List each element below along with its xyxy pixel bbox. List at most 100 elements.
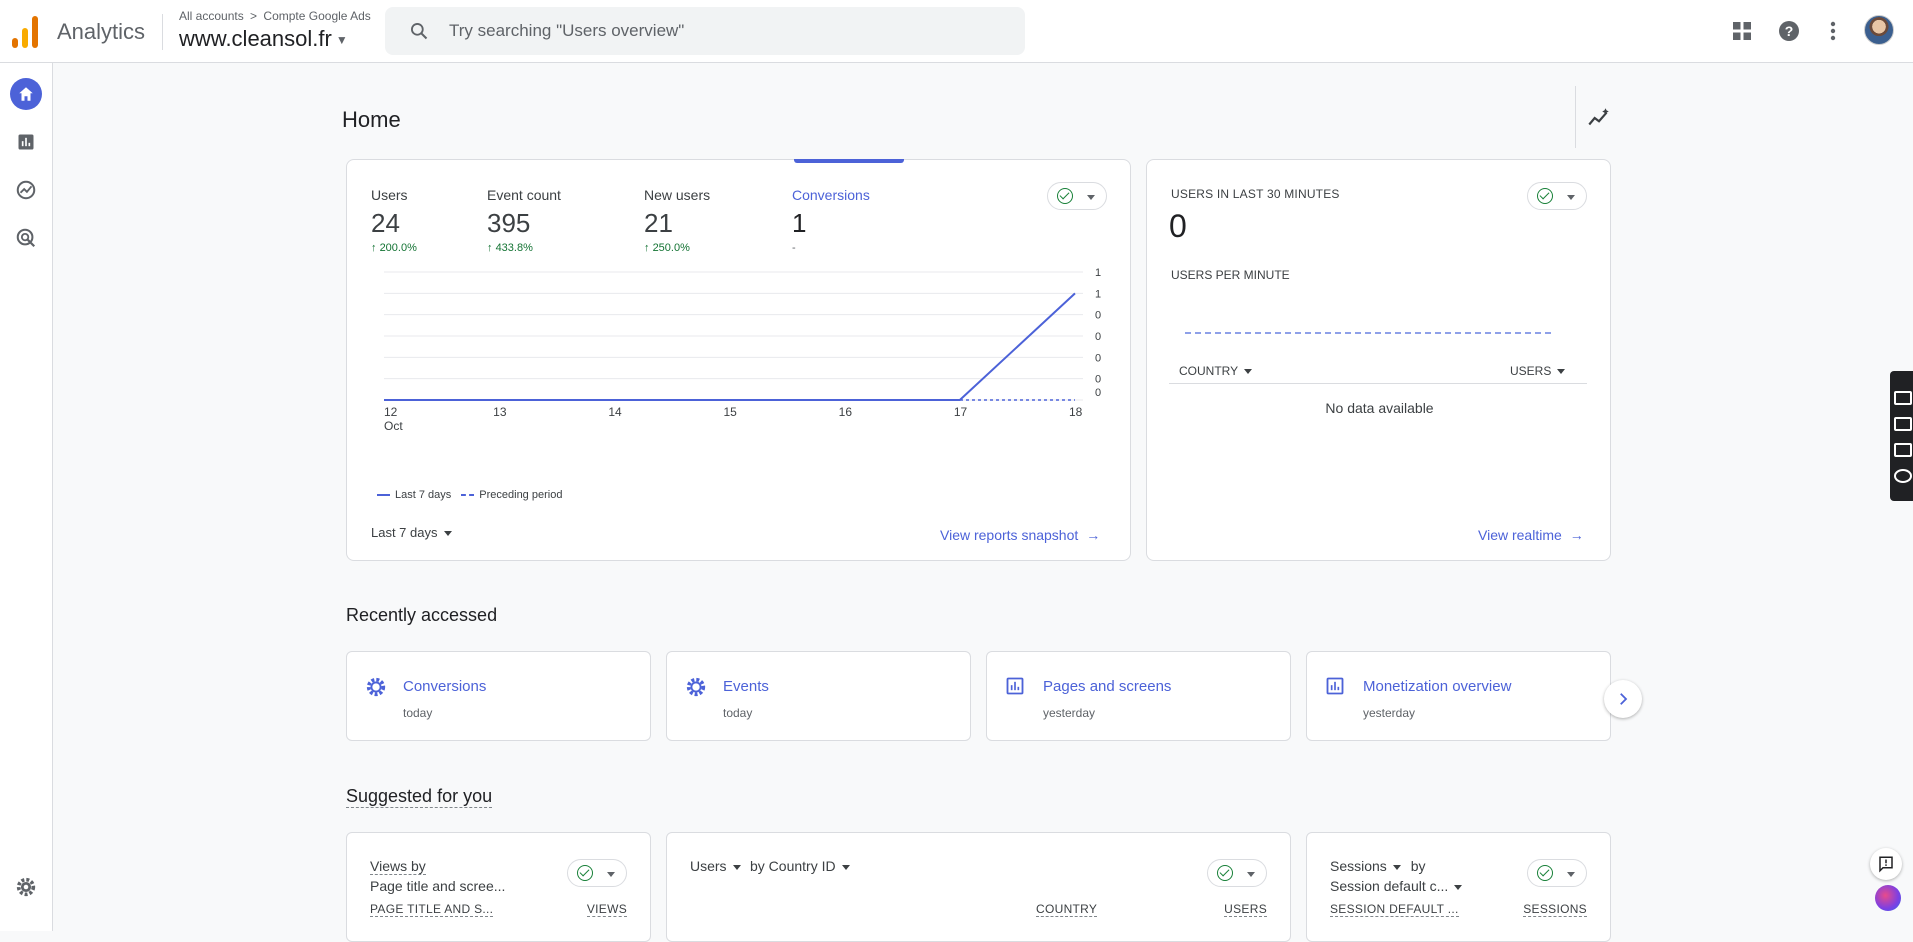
recent-item-events[interactable]: Events today bbox=[666, 651, 971, 741]
nav-reports[interactable] bbox=[10, 126, 42, 158]
metric-label: New users bbox=[644, 187, 711, 203]
recent-item-monetization-overview[interactable]: Monetization overview yesterday bbox=[1306, 651, 1611, 741]
search-input[interactable] bbox=[449, 19, 989, 43]
metric-tab-users[interactable]: Users 24 ↑ 200.0% bbox=[371, 187, 417, 254]
x-tick-label: 12 bbox=[384, 405, 398, 419]
legend-swatch-dashed bbox=[461, 494, 475, 496]
settings-icon[interactable] bbox=[1894, 469, 1912, 483]
search-bar[interactable] bbox=[385, 7, 1025, 55]
y-tick-label: 0 bbox=[1095, 387, 1101, 399]
camera-icon[interactable] bbox=[1894, 391, 1912, 405]
feedback-button[interactable] bbox=[1870, 848, 1902, 880]
view-reports-snapshot-link[interactable]: View reports snapshot → bbox=[940, 527, 1100, 543]
chevron-down-icon bbox=[1567, 195, 1575, 200]
col-header[interactable]: USERS bbox=[1224, 902, 1267, 917]
bar-chart-icon bbox=[1326, 677, 1344, 695]
col-header[interactable]: PAGE TITLE AND S... bbox=[370, 902, 494, 917]
chart-grid bbox=[384, 271, 1083, 401]
suggested-card-sessions: Sessions by Session default c... SESSION… bbox=[1306, 832, 1611, 942]
col-header[interactable]: SESSIONS bbox=[1523, 902, 1587, 917]
nav-advertising[interactable] bbox=[10, 222, 42, 254]
col-header[interactable]: COUNTRY bbox=[1036, 902, 1098, 917]
check-circle-icon bbox=[1057, 188, 1073, 204]
explore-icon bbox=[16, 180, 36, 200]
reports-icon bbox=[18, 134, 34, 150]
video-icon[interactable] bbox=[1894, 417, 1912, 431]
nav-home[interactable] bbox=[10, 78, 42, 110]
no-data-message: No data available bbox=[1325, 400, 1434, 416]
window-icon[interactable] bbox=[1894, 443, 1912, 457]
col-country-header[interactable]: COUNTRY bbox=[1179, 364, 1253, 378]
x-tick-label: 14 bbox=[608, 405, 622, 419]
property-selector[interactable]: www.cleansol.fr ▼ bbox=[179, 26, 348, 52]
left-navigation bbox=[0, 63, 53, 931]
page-title: Home bbox=[342, 107, 401, 132]
app-name: Analytics bbox=[57, 19, 146, 44]
nav-explore[interactable] bbox=[10, 174, 42, 206]
chart-legend: Last 7 days Preceding period bbox=[377, 489, 562, 501]
recent-item-time: yesterday bbox=[1043, 706, 1096, 720]
metric-tab-new-users[interactable]: New users 21 ↑ 250.0% bbox=[644, 187, 710, 254]
assistant-brain-icon[interactable] bbox=[1875, 885, 1901, 911]
card-options-button[interactable] bbox=[1047, 182, 1107, 210]
x-tick-label: 13 bbox=[493, 405, 507, 419]
card-options-button[interactable] bbox=[567, 859, 627, 887]
recent-next-button[interactable] bbox=[1604, 680, 1642, 718]
more-vert-icon[interactable] bbox=[1821, 19, 1845, 43]
suggested-metric-selector[interactable]: Sessions by bbox=[1330, 858, 1426, 874]
header-divider bbox=[162, 14, 163, 50]
search-icon bbox=[411, 23, 428, 40]
analytics-logo[interactable] bbox=[12, 16, 40, 48]
metric-tab-event-count[interactable]: Event count 395 ↑ 433.8% bbox=[487, 187, 561, 254]
legend-current: Last 7 days bbox=[395, 489, 452, 501]
x-tick-sublabel: Oct bbox=[384, 419, 403, 433]
chevron-down-icon: ▼ bbox=[335, 33, 348, 48]
y-tick-label: 0.2 bbox=[1095, 374, 1102, 386]
arrow-up-icon: ↑ bbox=[644, 242, 650, 254]
check-circle-icon bbox=[1537, 865, 1553, 881]
view-reports-snapshot-label: View reports snapshot bbox=[940, 527, 1079, 543]
advertising-icon bbox=[16, 228, 36, 248]
suggested-metric[interactable]: Views by bbox=[370, 858, 426, 875]
suggested-dimension-selector[interactable]: Session default c... bbox=[1330, 878, 1463, 894]
card-options-button[interactable] bbox=[1527, 182, 1587, 210]
suggested-metric-selector[interactable]: Users bbox=[690, 858, 741, 874]
nav-admin[interactable] bbox=[10, 871, 42, 903]
bar-chart-icon bbox=[1006, 677, 1024, 695]
date-range-selector[interactable]: Last 7 days bbox=[371, 525, 452, 540]
breadcrumb[interactable]: All accounts > Compte Google Ads bbox=[179, 9, 371, 23]
metric-value: 1 bbox=[792, 208, 807, 238]
recent-item-conversions[interactable]: Conversions today bbox=[346, 651, 651, 741]
suggested-dimension[interactable]: Page title and scree... bbox=[370, 878, 506, 894]
y-tick-label: 1.2 bbox=[1095, 267, 1102, 279]
user-avatar[interactable] bbox=[1864, 15, 1894, 45]
apps-grid-icon[interactable] bbox=[1730, 19, 1754, 43]
breadcrumb-account[interactable]: Compte Google Ads bbox=[263, 9, 371, 23]
col-header[interactable]: VIEWS bbox=[586, 902, 627, 917]
chevron-down-icon bbox=[841, 864, 850, 870]
screen-recorder-extension-panel[interactable] bbox=[1890, 371, 1913, 501]
svg-text:?: ? bbox=[1785, 23, 1794, 39]
chevron-down-icon bbox=[443, 531, 452, 537]
help-icon[interactable]: ? bbox=[1777, 19, 1801, 43]
card-options-button[interactable] bbox=[1527, 859, 1587, 887]
recent-item-pages-and-screens[interactable]: Pages and screens yesterday bbox=[986, 651, 1291, 741]
card-options-button[interactable] bbox=[1207, 859, 1267, 887]
suggested-card-users-by-country: Users by Country ID COUNTRY USERS bbox=[666, 832, 1291, 942]
breadcrumb-all-accounts[interactable]: All accounts bbox=[179, 9, 244, 23]
active-tab-indicator bbox=[794, 159, 904, 163]
view-realtime-link[interactable]: View realtime → bbox=[1478, 527, 1584, 543]
recent-item-time: yesterday bbox=[1363, 706, 1416, 720]
insights-button[interactable] bbox=[1586, 105, 1612, 136]
col-users-header[interactable]: USERS bbox=[1510, 364, 1566, 378]
chevron-down-icon bbox=[1392, 864, 1401, 870]
chevron-down-icon bbox=[1454, 884, 1463, 890]
metric-label: Event count bbox=[487, 187, 561, 203]
suggested-dimension-selector[interactable]: by Country ID bbox=[750, 858, 850, 874]
realtime-value: 0 bbox=[1169, 208, 1187, 244]
metric-tab-conversions[interactable]: Conversions 1 - bbox=[792, 187, 870, 254]
suggested-title[interactable]: Suggested for you bbox=[346, 786, 493, 808]
col-header[interactable]: SESSION DEFAULT ... bbox=[1330, 902, 1459, 917]
admin-gear-icon bbox=[16, 877, 36, 897]
insights-divider bbox=[1575, 86, 1576, 148]
